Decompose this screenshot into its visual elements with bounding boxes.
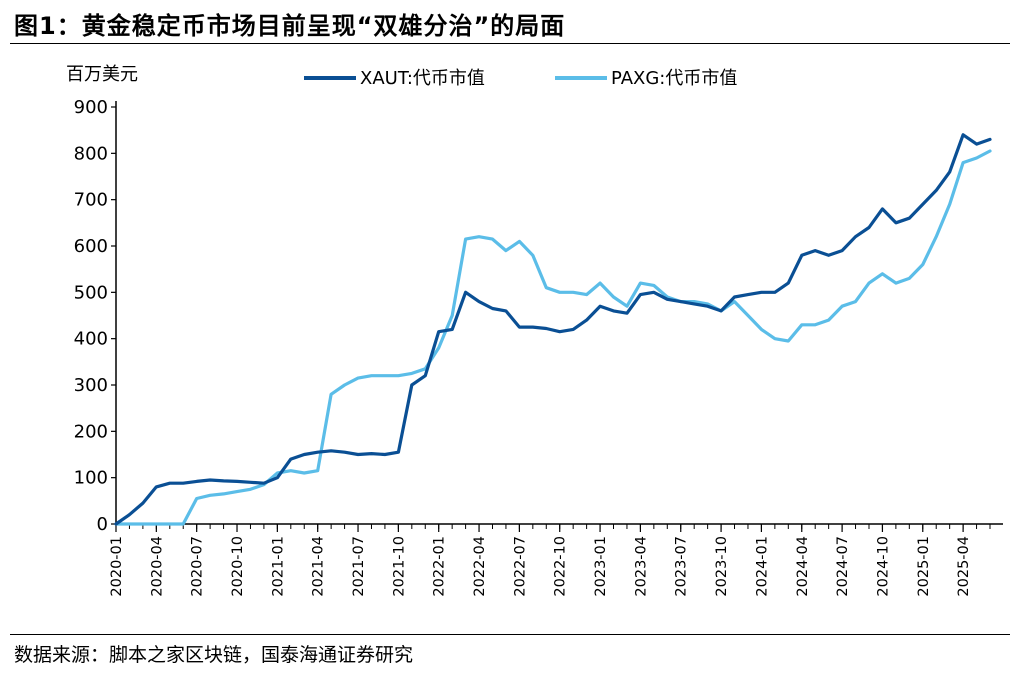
x-tick-label: 2022-04 bbox=[472, 536, 488, 597]
x-tick-label: 2023-01 bbox=[593, 536, 609, 597]
x-tick-label: 2022-07 bbox=[512, 536, 528, 597]
series-line-1 bbox=[114, 149, 992, 526]
x-tick-label: 2021-07 bbox=[351, 536, 367, 597]
y-tick-label: 700 bbox=[74, 190, 108, 211]
legend-label-1: PAXG:代币市值 bbox=[611, 68, 737, 89]
y-tick-label: 900 bbox=[74, 97, 108, 118]
legend: XAUT:代币市值 PAXG:代币市值 bbox=[304, 68, 737, 89]
x-tick-label: 2023-10 bbox=[714, 536, 730, 597]
x-tick-label: 2022-01 bbox=[432, 536, 448, 597]
x-tick-label: 2024-01 bbox=[754, 536, 770, 597]
series-line-0 bbox=[114, 133, 992, 526]
x-tick-label: 2024-07 bbox=[835, 536, 851, 597]
y-axis-unit-label: 百万美元 bbox=[66, 64, 138, 85]
x-tick-label: 2023-07 bbox=[674, 536, 690, 597]
x-tick-label: 2024-10 bbox=[875, 536, 891, 597]
x-tick-label: 2020-04 bbox=[149, 536, 165, 597]
y-tick-label: 800 bbox=[74, 143, 108, 164]
y-tick-label: 0 bbox=[97, 514, 108, 535]
y-tick-label: 400 bbox=[74, 329, 108, 350]
x-tick-label: 2020-07 bbox=[190, 536, 206, 597]
series-layer bbox=[114, 133, 992, 526]
title-rule bbox=[10, 43, 1010, 44]
x-tick-label: 2020-01 bbox=[109, 536, 125, 597]
x-tick-label: 2023-04 bbox=[633, 536, 649, 597]
y-tick-label: 500 bbox=[74, 282, 108, 303]
x-tick-label: 2024-04 bbox=[795, 536, 811, 597]
x-tick-label: 2025-01 bbox=[916, 536, 932, 597]
chart: 0 100 200 300 400 500 600 700 800 900 2020-01 2020-… bbox=[66, 64, 1003, 597]
x-tick-label: 2021-01 bbox=[270, 536, 286, 597]
x-tick-label: 2021-04 bbox=[311, 536, 327, 597]
x-tick-label: 2025-04 bbox=[956, 536, 972, 597]
y-tick-label: 600 bbox=[74, 236, 108, 257]
axes: 0 100 200 300 400 500 600 700 800 900 2020-01 2020-… bbox=[74, 97, 1003, 597]
y-tick-label: 200 bbox=[74, 421, 108, 442]
x-tick-label: 2020-10 bbox=[230, 536, 246, 597]
figure-title: 图1：黄金稳定币市场目前呈现“双雄分治”的局面 bbox=[14, 12, 566, 40]
y-tick-label: 100 bbox=[74, 468, 108, 489]
source-note: 数据来源：脚本之家区块链，国泰海通证券研究 bbox=[14, 644, 414, 666]
y-tick-label: 300 bbox=[74, 375, 108, 396]
x-tick-label: 2022-10 bbox=[553, 536, 569, 597]
x-tick-label: 2021-10 bbox=[391, 536, 407, 597]
source-rule bbox=[10, 634, 1010, 635]
legend-label-0: XAUT:代币市值 bbox=[360, 68, 485, 89]
